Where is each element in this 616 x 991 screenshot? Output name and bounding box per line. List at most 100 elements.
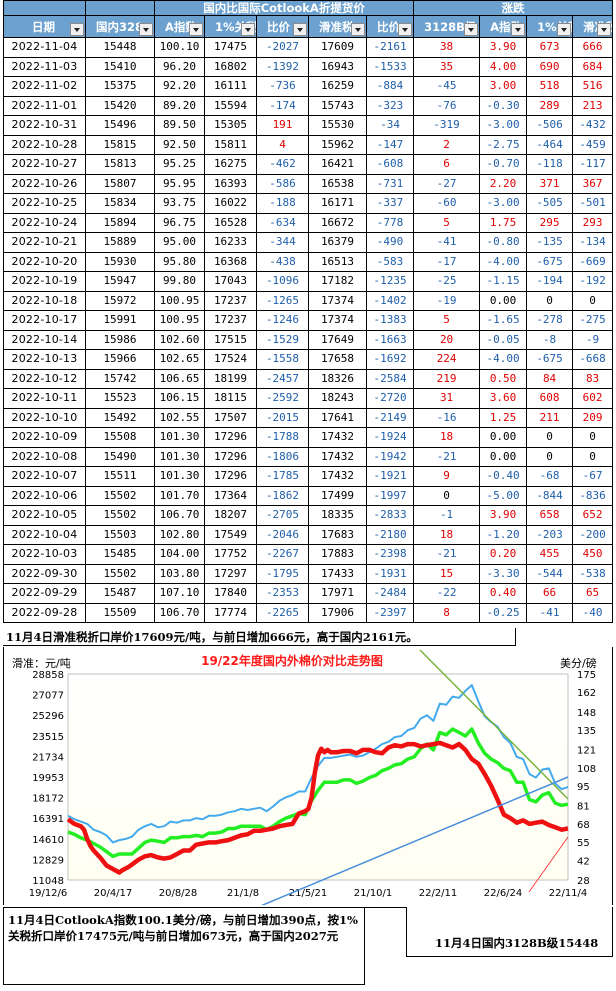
table-cell[interactable]: 209 [572,407,614,428]
table-cell[interactable]: 16275 [204,154,257,175]
table-cell[interactable]: 106.65 [154,368,205,389]
table-cell[interactable]: 18199 [204,368,257,389]
table-cell[interactable]: -0.70 [479,154,528,175]
table-cell[interactable]: -2397 [365,602,415,623]
table-cell[interactable]: -118 [526,154,574,175]
table-cell[interactable]: 100.10 [154,37,205,58]
table-cell[interactable]: 106.15 [154,388,205,409]
table-cell[interactable]: 17515 [204,329,257,350]
table-cell[interactable]: 2022-10-03 [3,544,86,565]
table-cell[interactable]: 102.80 [154,524,205,545]
table-cell[interactable]: -1942 [365,446,415,467]
table-cell[interactable]: 17374 [308,310,367,331]
table-cell[interactable]: 16368 [204,251,257,272]
table-cell[interactable]: -278 [526,310,574,331]
table-cell[interactable]: 16513 [308,251,367,272]
table-cell[interactable]: 2022-10-18 [3,290,86,311]
table-cell[interactable]: 15502 [85,485,155,506]
table-cell[interactable]: -117 [572,154,614,175]
table-cell[interactable]: -344 [256,232,309,253]
table-cell[interactable]: 608 [526,388,574,409]
table-cell[interactable]: 100.95 [154,290,205,311]
table-cell[interactable]: -0.30 [479,95,528,116]
table-cell[interactable]: -505 [526,193,574,214]
table-cell[interactable]: -459 [572,134,614,155]
table-cell[interactable]: -1.15 [479,271,528,292]
table-cell[interactable]: -9 [572,329,614,350]
table-cell[interactable]: -668 [572,349,614,370]
filter-dropdown-icon[interactable] [241,23,255,36]
table-cell[interactable]: -1383 [365,310,415,331]
table-cell[interactable]: 2022-10-21 [3,232,86,253]
table-cell[interactable]: 17043 [204,271,257,292]
table-cell[interactable]: -3.00 [479,115,528,136]
table-cell[interactable]: 2022-10-10 [3,407,86,428]
table-cell[interactable]: 96.20 [154,56,205,77]
table-cell[interactable]: -462 [256,154,309,175]
table-cell[interactable]: -1692 [365,349,415,370]
table-cell[interactable]: -432 [572,115,614,136]
table-cell[interactable]: -134 [572,232,614,253]
table-cell[interactable]: -544 [526,563,574,584]
table-cell[interactable]: 102.60 [154,329,205,350]
table-cell[interactable]: 0.00 [479,446,528,467]
table-cell[interactable]: 211 [526,407,574,428]
table-cell[interactable]: -8 [526,329,574,350]
table-cell[interactable]: 2022-10-08 [3,446,86,467]
table-cell[interactable]: 17296 [204,427,257,448]
table-cell[interactable]: -2161 [365,37,415,58]
table-cell[interactable]: 15448 [85,37,155,58]
table-cell[interactable]: 17649 [308,329,367,350]
table-cell[interactable]: 15743 [308,95,367,116]
table-cell[interactable]: -4.00 [479,349,528,370]
table-cell[interactable]: 15496 [85,115,155,136]
table-cell[interactable]: -16 [413,407,481,428]
table-cell[interactable]: 16672 [308,212,367,233]
table-cell[interactable]: 2022-10-05 [3,505,86,526]
table-cell[interactable]: 17432 [308,427,367,448]
table-cell[interactable]: 17432 [308,446,367,467]
table-cell[interactable]: -0.80 [479,232,528,253]
table-cell[interactable]: 17549 [204,524,257,545]
table-cell[interactable]: 15947 [85,271,155,292]
table-cell[interactable]: -736 [256,76,309,97]
table-cell[interactable]: -1402 [365,290,415,311]
table-cell[interactable]: 3.90 [479,505,528,526]
table-cell[interactable]: 15894 [85,212,155,233]
table-cell[interactable]: -2027 [256,37,309,58]
table-cell[interactable]: -337 [365,193,415,214]
table-cell[interactable]: 107.10 [154,583,205,604]
table-cell[interactable]: 516 [572,76,614,97]
table-cell[interactable]: -200 [572,524,614,545]
table-cell[interactable]: -323 [365,95,415,116]
table-cell[interactable]: 15511 [85,466,155,487]
table-cell[interactable]: 104.00 [154,544,205,565]
table-cell[interactable]: -1663 [365,329,415,350]
table-cell[interactable]: -2833 [365,505,415,526]
table-cell[interactable]: 17297 [204,563,257,584]
table-cell[interactable]: 3.00 [479,76,528,97]
table-cell[interactable]: -2015 [256,407,309,428]
table-cell[interactable]: -2584 [365,368,415,389]
table-cell[interactable]: -45 [413,76,481,97]
table-cell[interactable]: 95.95 [154,173,205,194]
table-cell[interactable]: 16111 [204,76,257,97]
table-cell[interactable]: -1558 [256,349,309,370]
table-cell[interactable]: 92.20 [154,76,205,97]
table-cell[interactable]: -1788 [256,427,309,448]
table-cell[interactable]: -2046 [256,524,309,545]
table-cell[interactable]: -2720 [365,388,415,409]
table-cell[interactable]: 0.40 [479,583,528,604]
table-cell[interactable]: -67 [572,466,614,487]
table-cell[interactable]: 2022-10-09 [3,427,86,448]
table-cell[interactable]: 1.75 [479,212,528,233]
table-cell[interactable]: 17752 [204,544,257,565]
table-cell[interactable]: 2022-11-03 [3,56,86,77]
table-cell[interactable]: 102.55 [154,407,205,428]
table-cell[interactable]: 103.80 [154,563,205,584]
table-cell[interactable]: 17374 [308,290,367,311]
table-cell[interactable]: 18243 [308,388,367,409]
table-cell[interactable]: -2267 [256,544,309,565]
table-cell[interactable]: 106.70 [154,602,205,623]
table-cell[interactable]: 16943 [308,56,367,77]
